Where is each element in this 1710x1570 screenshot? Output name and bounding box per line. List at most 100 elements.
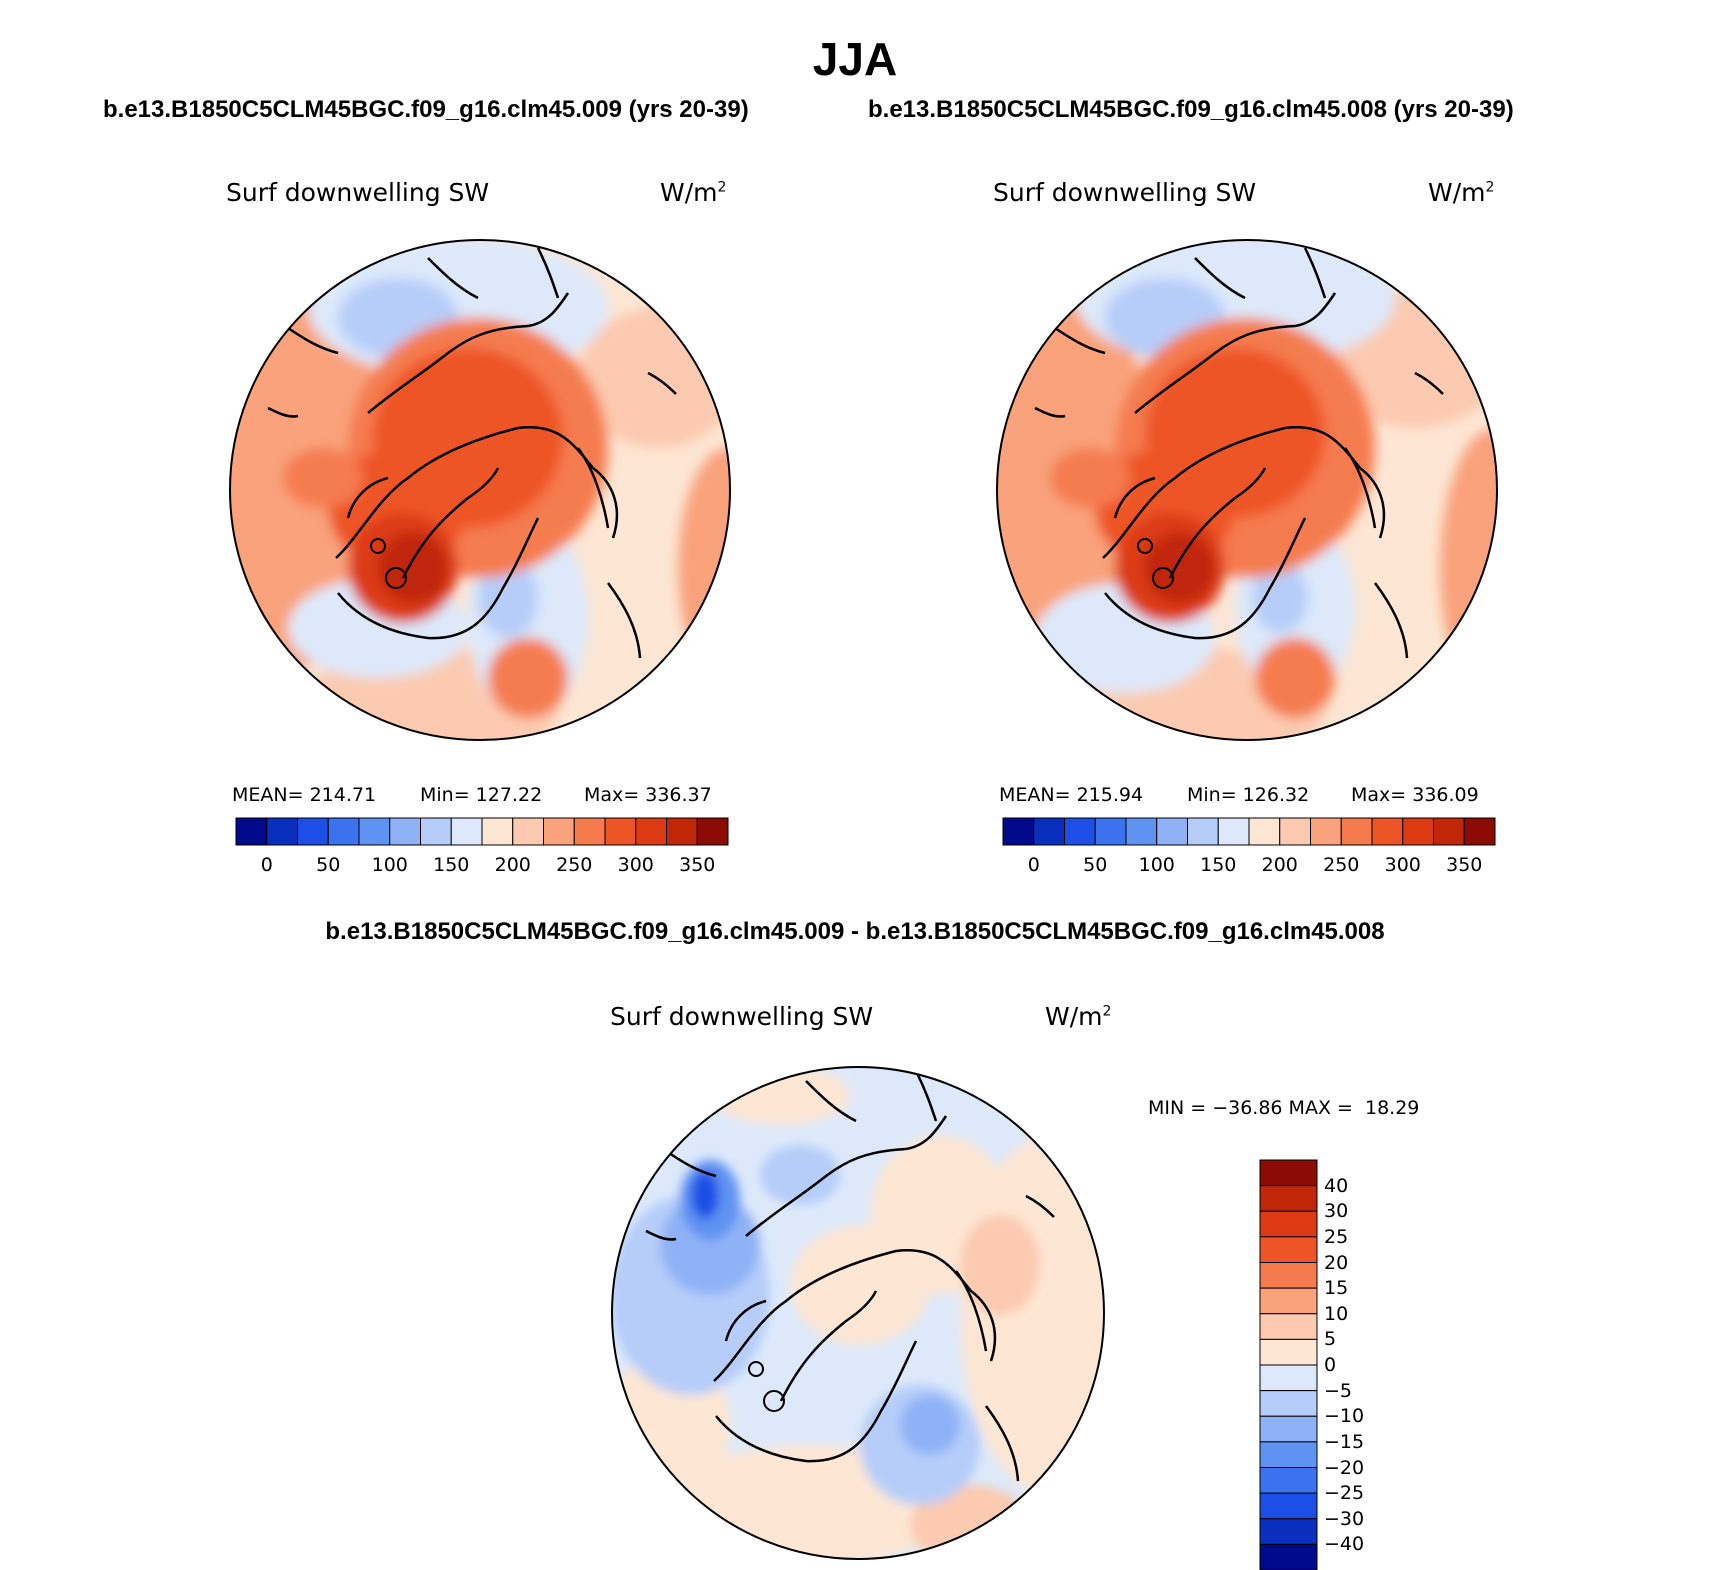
panel3-colorbar-tick-label: −40 xyxy=(1324,1533,1365,1556)
panel2-colorbar-swatch xyxy=(1187,817,1219,846)
panel2-colorbar-tick-label: 300 xyxy=(1384,854,1421,876)
panel1-colorbar-tick-label: 350 xyxy=(679,854,716,876)
panel3-colorbar-tick-label: 10 xyxy=(1324,1302,1349,1325)
panel1-colorbar-swatch xyxy=(512,817,544,846)
panel3-colorbar-swatch xyxy=(1259,1390,1318,1417)
panel2-colorbar-swatch xyxy=(1064,817,1096,846)
panel3-colorbar-tick-label: −5 xyxy=(1324,1379,1353,1402)
panel1-colorbar-swatch xyxy=(696,817,729,846)
panel2-colorbar-swatch xyxy=(1217,817,1250,846)
panel3-colorbar-swatch xyxy=(1259,1262,1318,1289)
panel2-colorbar-tick-label: 200 xyxy=(1261,854,1298,876)
panel1-colorbar-swatch xyxy=(450,817,483,846)
panel2-colorbar-swatch xyxy=(1279,817,1311,846)
panel3-minmax-stat: MIN = −36.86 MAX = 18.29 xyxy=(1148,1097,1420,1119)
panel1-colorbar-swatch xyxy=(420,817,452,846)
panel1-colorbar-tick-label: 150 xyxy=(433,854,470,876)
panel1-colorbar-swatch xyxy=(666,817,698,846)
panel2-colorbar-tick-label: 0 xyxy=(1027,854,1040,876)
main-title: JJA xyxy=(812,33,898,85)
panel2-max-stat: Max= 336.09 xyxy=(1351,784,1479,806)
panel2-variable-label: Surf downwelling SW xyxy=(993,178,1257,207)
panel2-colorbar-tick-label: 250 xyxy=(1323,854,1360,876)
panel1-colorbar-swatch xyxy=(635,817,667,846)
right-case-title: b.e13.B1850C5CLM45BGC.f09_g16.clm45.008 … xyxy=(868,96,1514,123)
panel1-colorbar-swatch xyxy=(266,817,298,846)
panel3-colorbar-tick-label: −10 xyxy=(1324,1405,1365,1428)
difference-case-title: b.e13.B1850C5CLM45BGC.f09_g16.clm45.009 … xyxy=(325,918,1385,945)
panel2-colorbar-swatch xyxy=(1463,817,1496,846)
panel2-colorbar-swatch xyxy=(1248,817,1281,846)
panel1-colorbar-tick-label: 100 xyxy=(371,854,408,876)
panel3-colorbar-tick-label: 20 xyxy=(1324,1251,1349,1274)
panel2-mean-stat: MEAN= 215.94 xyxy=(999,784,1144,806)
panel1-colorbar-swatch xyxy=(327,817,360,846)
panel1-colorbar-swatch xyxy=(481,817,514,846)
panel3-colorbar-swatch xyxy=(1259,1415,1318,1443)
panel3-colorbar-tick-label: 15 xyxy=(1324,1277,1349,1300)
panel2-colorbar-tick-label: 100 xyxy=(1138,854,1175,876)
panel3-colorbar-tick-label: 40 xyxy=(1324,1174,1349,1197)
panel2-colorbar-tick-label: 50 xyxy=(1083,854,1108,876)
panel3-colorbar-tick-label: −25 xyxy=(1324,1482,1365,1505)
panel2-colorbar xyxy=(1002,817,1496,846)
panel1-min-stat: Min= 127.22 xyxy=(420,784,543,806)
panel3-colorbar-tick-label: −30 xyxy=(1324,1507,1365,1530)
panel3-colorbar-tick-label: 0 xyxy=(1324,1354,1337,1376)
panel2-colorbar-swatch xyxy=(1002,817,1035,846)
panel3-colorbar-swatch xyxy=(1259,1287,1318,1315)
panel1-colorbar-tick-label: 300 xyxy=(617,854,654,876)
panel1-colorbar-swatch xyxy=(573,817,606,846)
panel2-colorbar-swatch xyxy=(1094,817,1127,846)
panel3-colorbar-swatch xyxy=(1259,1313,1318,1340)
panel3-variable-label: Surf downwelling SW xyxy=(610,1002,874,1031)
panel3-colorbar-swatch xyxy=(1259,1441,1318,1468)
panel1-colorbar-tick-label: 200 xyxy=(494,854,531,876)
panel3-vertical-colorbar xyxy=(1259,1159,1318,1570)
panel1-colorbar-tick-label: 250 xyxy=(556,854,593,876)
panel1-colorbar-swatch xyxy=(235,817,268,846)
panel1-colorbar xyxy=(235,817,729,846)
panel1-colorbar-swatch xyxy=(543,817,575,846)
panel2-colorbar-swatch xyxy=(1433,817,1465,846)
panel3-units-label: W/m2 xyxy=(1045,1002,1112,1031)
panel1-variable-label: Surf downwelling SW xyxy=(226,178,490,207)
panel3-colorbar-swatch xyxy=(1259,1492,1318,1520)
panel2-colorbar-ticks: 0 50 100 150 200 250 300 350 xyxy=(1003,854,1495,878)
panel2-colorbar-swatch xyxy=(1371,817,1404,846)
panel2-polar-map xyxy=(996,239,1498,741)
panel2-colorbar-swatch xyxy=(1156,817,1188,846)
panel3-colorbar-swatch xyxy=(1259,1518,1318,1545)
panel1-colorbar-swatch xyxy=(389,817,421,846)
panel3-colorbar-tick-label: −15 xyxy=(1324,1430,1365,1453)
panel1-colorbar-ticks: 0 50 100 150 200 250 300 350 xyxy=(236,854,728,878)
panel3-colorbar-swatch xyxy=(1259,1236,1318,1263)
panel2-colorbar-swatch xyxy=(1033,817,1065,846)
panel3-colorbar-ticks: 40 30 25 20 15 10 5 0 −5 −10 −15 −20 −25 −30 −40 xyxy=(1324,1160,1404,1570)
panel2-colorbar-swatch xyxy=(1310,817,1342,846)
panel2-colorbar-tick-label: 350 xyxy=(1446,854,1483,876)
panel1-colorbar-swatch xyxy=(358,817,391,846)
panel1-colorbar-tick-label: 50 xyxy=(316,854,341,876)
panel3-colorbar-tick-label: 25 xyxy=(1324,1225,1349,1248)
panel3-colorbar-tick-label: 5 xyxy=(1324,1328,1337,1351)
panel3-colorbar-swatch xyxy=(1259,1185,1318,1212)
panel3-colorbar-tick-label: −20 xyxy=(1324,1456,1365,1479)
panel3-colorbar-swatch xyxy=(1259,1543,1318,1570)
panel2-units-label: W/m2 xyxy=(1428,178,1495,207)
panel3-colorbar-swatch xyxy=(1259,1364,1318,1392)
left-case-title: b.e13.B1850C5CLM45BGC.f09_g16.clm45.009 … xyxy=(103,96,749,123)
panel3-colorbar-swatch xyxy=(1259,1467,1318,1494)
panel1-colorbar-swatch xyxy=(297,817,329,846)
panel3-colorbar-tick-label: 30 xyxy=(1324,1200,1349,1223)
panel1-colorbar-tick-label: 0 xyxy=(260,854,273,876)
panel1-max-stat: Max= 336.37 xyxy=(584,784,712,806)
panel2-colorbar-swatch xyxy=(1402,817,1434,846)
panel2-colorbar-tick-label: 150 xyxy=(1200,854,1237,876)
panel2-colorbar-swatch xyxy=(1340,817,1373,846)
panel1-colorbar-swatch xyxy=(604,817,637,846)
panel1-mean-stat: MEAN= 214.71 xyxy=(232,784,377,806)
panel2-min-stat: Min= 126.32 xyxy=(1187,784,1310,806)
panel1-polar-map xyxy=(229,239,731,741)
panel3-colorbar-swatch xyxy=(1259,1338,1318,1366)
